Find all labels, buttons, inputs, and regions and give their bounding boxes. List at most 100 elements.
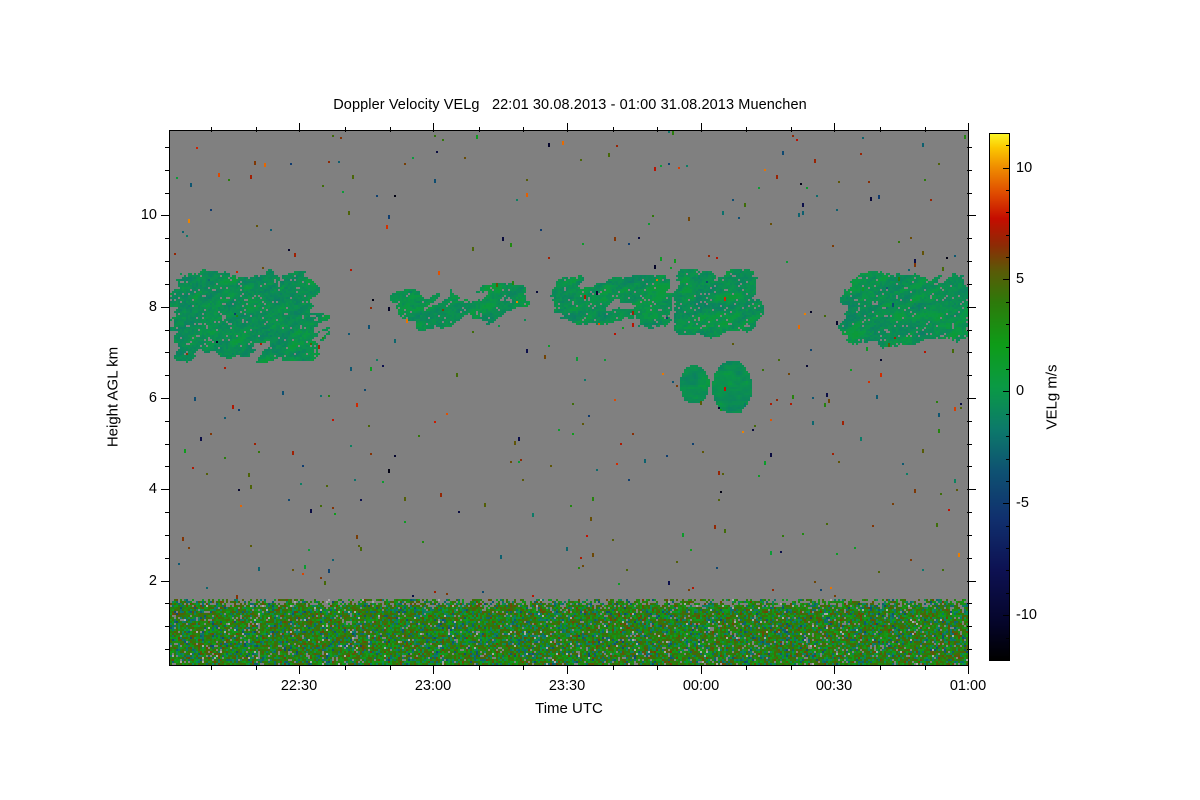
y-tick-minor-right [967, 352, 972, 353]
y-tick-label: 10 [140, 207, 157, 223]
y-tick-minor-right [967, 170, 972, 171]
y-tick-minor-right [967, 284, 972, 285]
x-tick-minor [479, 665, 480, 670]
y-tick-major-right [967, 215, 976, 216]
y-tick-label: 2 [148, 573, 157, 589]
x-tick-minor [345, 665, 346, 670]
x-tick-major [968, 665, 969, 674]
x-tick-major-top [968, 123, 969, 132]
y-tick-minor [165, 261, 170, 262]
x-tick-minor-top [390, 127, 391, 132]
colorbar-tick-minor [1006, 414, 1009, 415]
colorbar-tick-major [1003, 503, 1009, 504]
colorbar-tick-minor [1006, 257, 1009, 258]
x-tick-minor-top [256, 127, 257, 132]
y-tick-minor [165, 170, 170, 171]
y-tick-minor-right [967, 626, 972, 627]
y-tick-minor-right [967, 512, 972, 513]
colorbar-tick-minor [1006, 347, 1009, 348]
x-tick-major [834, 665, 835, 674]
y-tick-major [161, 398, 170, 399]
y-tick-minor [165, 193, 170, 194]
colorbar-tick-minor [1006, 436, 1009, 437]
y-axis-label: Height AGL km [104, 346, 122, 448]
x-tick-major-top [299, 123, 300, 132]
x-tick-minor [791, 665, 792, 670]
x-axis-label: Time UTC [535, 700, 603, 717]
x-tick-minor [390, 665, 391, 670]
colorbar-tick-label: 10 [1016, 160, 1033, 176]
colorbar-tick-minor [1006, 459, 1009, 460]
colorbar-tick-major [1003, 279, 1009, 280]
y-tick-minor [165, 558, 170, 559]
y-tick-minor-right [967, 147, 972, 148]
colorbar-gradient[interactable] [990, 134, 1009, 660]
x-tick-label: 00:30 [815, 678, 853, 694]
colorbar-tick-minor [1006, 190, 1009, 191]
y-tick-minor-right [967, 261, 972, 262]
y-tick-major [161, 215, 170, 216]
y-tick-minor [165, 466, 170, 467]
y-tick-label: 8 [148, 299, 157, 315]
y-tick-minor [165, 284, 170, 285]
x-tick-major [567, 665, 568, 674]
x-tick-major-top [433, 123, 434, 132]
y-tick-minor [165, 535, 170, 536]
colorbar-tick-label: -10 [1016, 607, 1037, 623]
y-tick-minor-right [967, 558, 972, 559]
y-tick-minor-right [967, 421, 972, 422]
x-tick-minor [880, 665, 881, 670]
y-tick-major [161, 581, 170, 582]
heatmap-plot-area[interactable] [170, 131, 968, 665]
y-tick-major-right [967, 398, 976, 399]
y-tick-label: 4 [148, 481, 157, 497]
y-tick-minor [165, 352, 170, 353]
y-tick-minor [165, 512, 170, 513]
y-tick-minor [165, 238, 170, 239]
colorbar-tick-major [1003, 391, 1009, 392]
x-tick-minor-top [479, 127, 480, 132]
colorbar-tick-minor [1006, 570, 1009, 571]
y-tick-minor-right [967, 375, 972, 376]
x-tick-minor-top [523, 127, 524, 132]
x-tick-minor-top [345, 127, 346, 132]
colorbar-tick-minor [1006, 481, 1009, 482]
y-tick-minor-right [967, 330, 972, 331]
colorbar-tick-minor [1006, 369, 1009, 370]
colorbar-tick-minor [1006, 212, 1009, 213]
colorbar-tick-label: 5 [1016, 271, 1025, 287]
colorbar-tick-minor [1006, 302, 1009, 303]
colorbar-tick-minor [1006, 593, 1009, 594]
y-tick-minor [165, 375, 170, 376]
colorbar-tick-major [1003, 168, 1009, 169]
y-tick-minor [165, 649, 170, 650]
x-tick-label: 23:30 [548, 678, 586, 694]
x-tick-minor-top [211, 127, 212, 132]
y-tick-minor [165, 603, 170, 604]
colorbar-tick-minor [1006, 145, 1009, 146]
x-tick-label: 00:00 [682, 678, 720, 694]
colorbar-tick-minor [1006, 235, 1009, 236]
y-tick-major [161, 489, 170, 490]
x-tick-minor-top [791, 127, 792, 132]
x-tick-minor-top [657, 127, 658, 132]
colorbar-tick-minor [1006, 638, 1009, 639]
x-tick-label: 01:00 [949, 678, 987, 694]
y-tick-minor-right [967, 603, 972, 604]
x-tick-label: 23:00 [414, 678, 452, 694]
y-tick-minor [165, 444, 170, 445]
y-tick-minor-right [967, 649, 972, 650]
y-tick-minor-right [967, 444, 972, 445]
y-tick-label: 6 [148, 390, 157, 406]
x-tick-major-top [567, 123, 568, 132]
page-title: Doppler Velocity VELg 22:01 30.08.2013 -… [333, 97, 807, 113]
x-tick-major [701, 665, 702, 674]
y-tick-major-right [967, 307, 976, 308]
x-tick-minor [613, 665, 614, 670]
y-tick-major-right [967, 489, 976, 490]
x-tick-minor [256, 665, 257, 670]
y-tick-minor-right [967, 193, 972, 194]
y-tick-minor [165, 147, 170, 148]
x-tick-minor-top [880, 127, 881, 132]
